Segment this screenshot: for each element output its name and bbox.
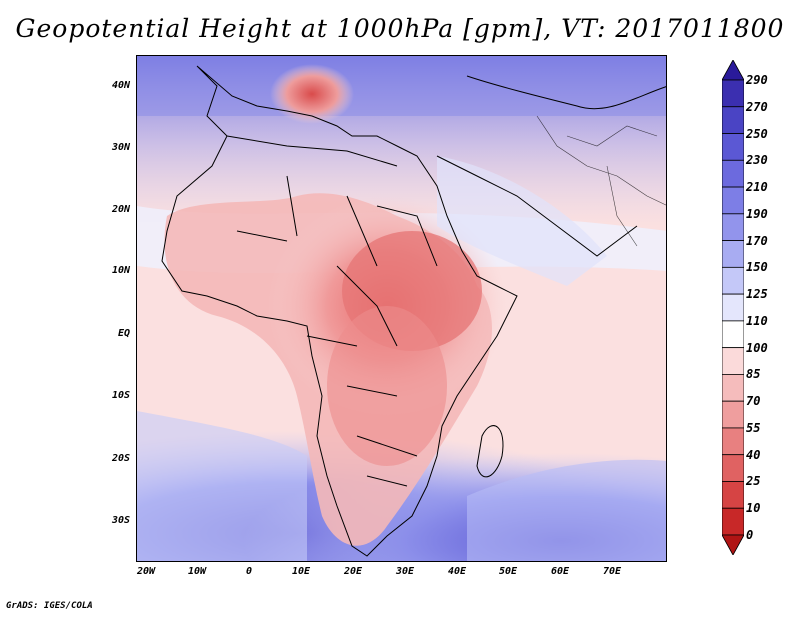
colorbar-label: 100: [746, 340, 768, 355]
coastlines: [161, 65, 666, 557]
lat-label: 10N: [111, 265, 130, 276]
lat-label: 30N: [111, 142, 130, 153]
colorbar-label: 25: [746, 474, 761, 489]
colorbar-label: 0: [746, 528, 754, 542]
colorbar-cell: [722, 133, 744, 161]
colorbar-label: 10: [746, 501, 761, 516]
colorbar-cell: [722, 374, 744, 402]
lon-label: 0: [245, 566, 253, 577]
colorbar-label: 110: [746, 313, 768, 328]
colorbar-top-arrow: [722, 60, 744, 81]
colorbar-cell: [722, 186, 744, 215]
colorbar-label: 150: [746, 260, 768, 275]
colorbar-cell: [722, 293, 744, 322]
lon-label: 70E: [602, 566, 622, 577]
colorbar-cell: [722, 106, 744, 134]
colorbar-cell: [722, 266, 744, 295]
lat-label: EQ: [117, 328, 130, 339]
colorbar-label: 125: [746, 287, 768, 302]
lon-label: 30E: [395, 566, 415, 577]
lon-label: 20W: [136, 566, 156, 577]
lat-label: 20N: [111, 204, 130, 215]
colorbar-label: 210: [746, 180, 768, 195]
colorbar-cell: [722, 427, 744, 456]
colorbar-cell: [722, 507, 744, 536]
colorbar-label: 55: [746, 420, 761, 435]
colorbar-bottom-arrow: [722, 534, 744, 555]
colorbar-cell: [722, 454, 744, 482]
lat-label: 10S: [111, 390, 130, 401]
lat-label: 20S: [111, 453, 130, 464]
country-borders: [536, 115, 666, 247]
lon-label: 40E: [447, 566, 467, 577]
colorbar-cell: [722, 347, 744, 375]
colorbar-label: 170: [746, 233, 768, 248]
colorbar-cell: [722, 79, 744, 108]
footer-credit: GrADS: IGES/COLA: [6, 601, 93, 611]
lon-label: 50E: [498, 566, 518, 577]
colorbar-cell: [722, 159, 744, 188]
colorbar-cell: [722, 240, 744, 268]
colorbar-cell: [722, 320, 744, 349]
colorbar-label: 85: [746, 367, 761, 382]
chart-title: Geopotential Height at 1000hPa [gpm], VT…: [15, 14, 785, 43]
colorbar-label: 70: [746, 394, 761, 409]
colorbar-cell: [722, 213, 744, 241]
lon-label: 10W: [187, 566, 207, 577]
lon-label: 10E: [291, 566, 311, 577]
lat-label: 30S: [111, 515, 130, 526]
lat-label: 40N: [111, 80, 130, 91]
lon-label: 60E: [550, 566, 570, 577]
colorbar-cell: [722, 400, 744, 429]
lon-label: 20E: [343, 566, 363, 577]
colorbar-label: 230: [746, 153, 768, 168]
colorbar-label: 270: [746, 99, 768, 114]
colorbar-label: 40: [746, 447, 761, 462]
colorbar-label: 290: [746, 73, 768, 87]
contour-field: [137, 56, 666, 561]
colorbar: [722, 60, 744, 555]
colorbar-cell: [722, 481, 744, 509]
colorbar-label: 250: [746, 126, 768, 141]
colorbar-label: 190: [746, 206, 768, 221]
map-panel: [136, 55, 667, 562]
